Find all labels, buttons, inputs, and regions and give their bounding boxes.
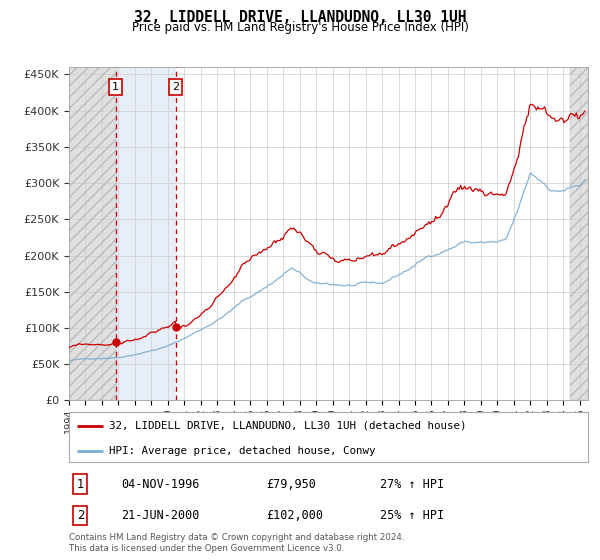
Text: 1: 1: [77, 478, 84, 491]
Text: 27% ↑ HPI: 27% ↑ HPI: [380, 478, 445, 491]
Bar: [570, 67, 588, 400]
Text: Contains HM Land Registry data © Crown copyright and database right 2024.
This d: Contains HM Land Registry data © Crown c…: [69, 533, 404, 553]
Text: 21-JUN-2000: 21-JUN-2000: [121, 509, 199, 522]
Text: 1: 1: [112, 82, 119, 92]
Text: 04-NOV-1996: 04-NOV-1996: [121, 478, 199, 491]
Bar: [69, 67, 116, 400]
Text: £79,950: £79,950: [266, 478, 316, 491]
Bar: [116, 67, 176, 400]
Text: 25% ↑ HPI: 25% ↑ HPI: [380, 509, 445, 522]
Text: £102,000: £102,000: [266, 509, 323, 522]
Text: 32, LIDDELL DRIVE, LLANDUDNO, LL30 1UH: 32, LIDDELL DRIVE, LLANDUDNO, LL30 1UH: [134, 10, 466, 25]
Bar: [570, 67, 588, 400]
Text: 2: 2: [77, 509, 84, 522]
Text: 2: 2: [172, 82, 179, 92]
Text: Price paid vs. HM Land Registry's House Price Index (HPI): Price paid vs. HM Land Registry's House …: [131, 21, 469, 34]
Bar: [69, 67, 116, 400]
Text: HPI: Average price, detached house, Conwy: HPI: Average price, detached house, Conw…: [109, 446, 376, 456]
Text: 32, LIDDELL DRIVE, LLANDUDNO, LL30 1UH (detached house): 32, LIDDELL DRIVE, LLANDUDNO, LL30 1UH (…: [109, 421, 467, 431]
